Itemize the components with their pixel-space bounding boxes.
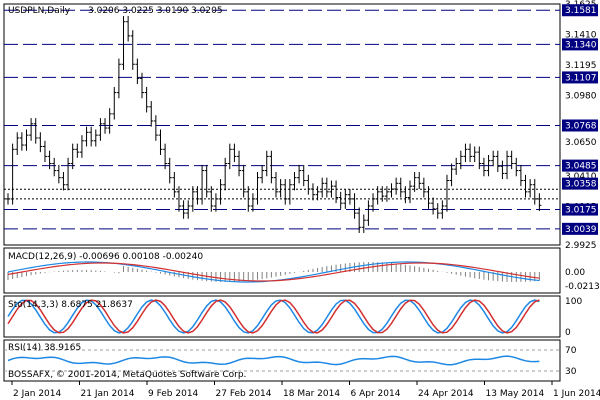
price-tick-label: 3.1410 <box>565 30 597 40</box>
price-tick-label: 3.1195 <box>565 61 597 71</box>
x-axis-label: 27 Feb 2014 <box>216 389 272 399</box>
x-axis-label: 13 May 2014 <box>486 389 545 399</box>
stoch-d-line <box>7 299 540 334</box>
rsi-label: RSI(14) 38.9165 <box>8 343 81 353</box>
price-badge-label: 3.0768 <box>565 121 597 131</box>
copyright-text: BOSSAFX, © 2001-2014, MetaQuotes Softwar… <box>8 370 246 380</box>
stoch-tick-100: 100 <box>565 297 582 307</box>
rsi-tick-70: 70 <box>565 346 577 356</box>
x-axis-label: 24 Apr 2014 <box>418 389 474 399</box>
price-badge-label: 3.0175 <box>565 206 597 216</box>
stoch-label: Sto(14,3,3) 8.6875 21.8637 <box>8 300 133 310</box>
price-tick-label: 3.0650 <box>565 138 597 148</box>
price-badge-label: 3.1340 <box>565 40 597 50</box>
price-badge <box>562 4 598 17</box>
stoch-panel-frame <box>3 295 561 338</box>
stoch-k-line <box>7 299 540 334</box>
macd-signal-line <box>7 262 540 282</box>
macd-label: MACD(12,26,9) -0.00696 0.00108 -0.00240 <box>8 252 203 262</box>
macd-tick-zero: 0.00 <box>565 268 585 278</box>
price-badge-label: 3.0358 <box>565 180 597 190</box>
price-panel-frame <box>3 3 561 246</box>
price-tick-label: 2.9925 <box>565 241 597 251</box>
price-badge-label: 3.0039 <box>565 225 597 235</box>
x-axis-label: 1 Jun 2014 <box>553 389 600 399</box>
x-axis-label: 21 Jan 2014 <box>81 389 135 399</box>
price-badge-label: 3.1107 <box>565 73 597 83</box>
price-badge <box>562 159 598 172</box>
stoch-tick-0: 0 <box>565 328 571 338</box>
macd-panel-frame <box>3 247 561 294</box>
price-badge <box>562 119 598 132</box>
x-axis-label: 6 Apr 2014 <box>351 389 401 399</box>
x-axis-label: 18 Mar 2014 <box>283 389 340 399</box>
symbol-label: USDPLN,Daily <box>8 6 71 16</box>
price-badge <box>562 203 598 216</box>
rsi-tick-30: 30 <box>565 367 577 377</box>
rsi-line <box>7 355 540 366</box>
price-badge-label: 3.0485 <box>565 162 597 172</box>
x-axis-label: 9 Feb 2014 <box>148 389 199 399</box>
price-badge <box>562 222 598 235</box>
price-tick-label: 3.0410 <box>565 172 597 182</box>
ohlc-values: 3.0206 3.0225 3.0190 3.0205 <box>88 6 223 16</box>
price-badge <box>562 71 598 84</box>
x-axis-label: 2 Jan 2014 <box>13 389 61 399</box>
price-badge-label: 3.1581 <box>565 6 597 16</box>
price-tick-label: 3.0980 <box>565 91 597 101</box>
price-badge <box>562 177 598 190</box>
price-badge <box>562 38 598 51</box>
macd-tick-low: -0.02138 <box>565 282 600 292</box>
